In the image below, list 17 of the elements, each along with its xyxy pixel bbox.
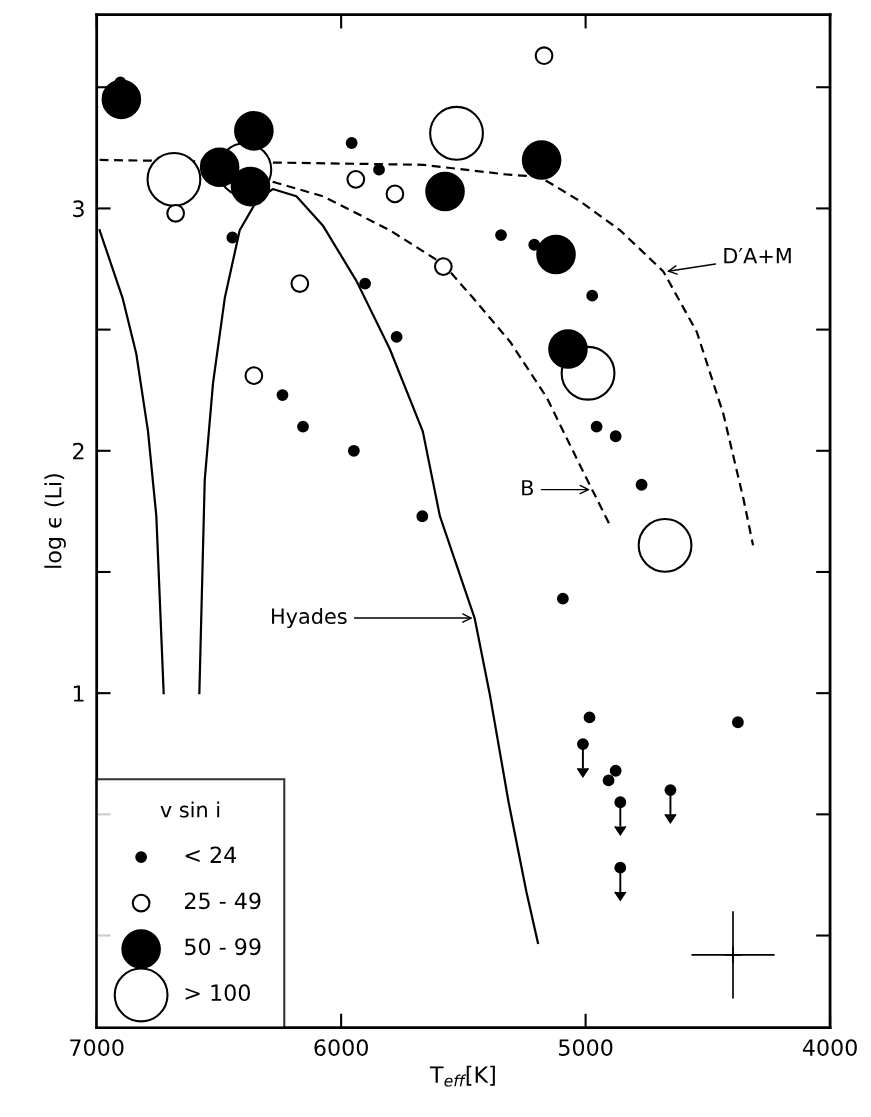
legend-label: 50 - 99 bbox=[185, 938, 261, 956]
legend-label: > 100 bbox=[185, 984, 250, 1002]
y-tick-label: 1 bbox=[73, 685, 84, 702]
x-tick-label: 5000 bbox=[559, 1039, 613, 1056]
legend-label: < 24 bbox=[185, 846, 237, 863]
annotation: D′A+M bbox=[724, 248, 791, 264]
legend-label: 25 - 49 bbox=[184, 892, 261, 910]
x-tick-label: 7000 bbox=[70, 1039, 124, 1056]
y-axis-title: log ϵ (Li) bbox=[44, 474, 66, 568]
x-tick-label: 6000 bbox=[314, 1039, 368, 1056]
y-tick-label: 3 bbox=[73, 200, 84, 218]
legend-title: v sin i bbox=[160, 801, 220, 818]
x-tick-label: 4000 bbox=[802, 1039, 857, 1056]
x-axis-title: T$_{eff}$[K] bbox=[429, 1065, 495, 1087]
annotation: Hyades bbox=[272, 607, 347, 629]
y-tick-label: 2 bbox=[73, 442, 84, 460]
annotation: B bbox=[522, 480, 533, 496]
